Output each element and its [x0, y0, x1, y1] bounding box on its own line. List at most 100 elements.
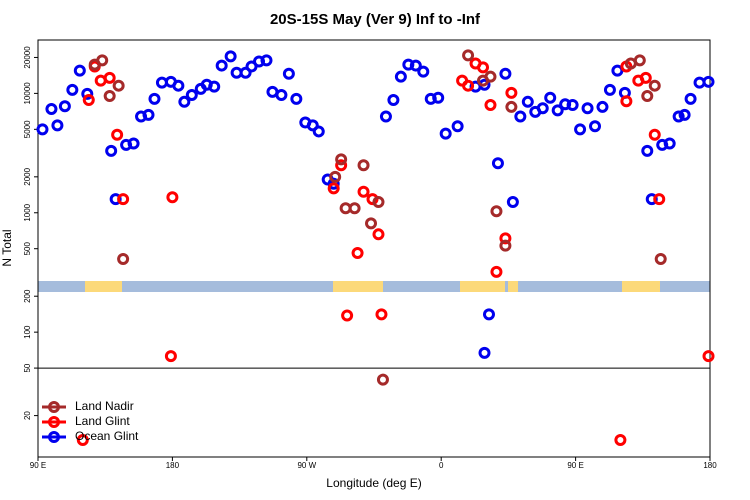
point [117, 252, 130, 265]
point [372, 196, 385, 209]
point [490, 265, 503, 278]
point [462, 79, 475, 92]
point [645, 193, 658, 206]
land-strip [460, 281, 505, 292]
point [365, 217, 378, 230]
point [654, 252, 667, 265]
point [574, 123, 587, 136]
point [357, 185, 370, 198]
point [172, 79, 185, 92]
point [45, 102, 58, 115]
point [641, 144, 654, 157]
point [96, 54, 109, 67]
point [76, 433, 89, 446]
land-strip [333, 281, 383, 292]
point [178, 95, 191, 108]
y-tick-label: 2000 [23, 167, 32, 185]
series [88, 49, 667, 386]
point [702, 75, 715, 88]
y-tick-label: 10000 [23, 82, 32, 105]
series [36, 50, 715, 359]
point [633, 54, 646, 67]
x-tick-label: 90 W [297, 461, 316, 470]
chart-title: 20S-15S May (Ver 9) Inf to -Inf [270, 11, 481, 28]
point [164, 350, 177, 363]
y-tick-label: 20 [23, 411, 32, 420]
point [482, 308, 495, 321]
point [499, 232, 512, 245]
legend-label: Ocean Glint [75, 429, 139, 443]
point [58, 100, 71, 113]
x-tick-label: 180 [703, 461, 717, 470]
point [327, 182, 340, 195]
point [417, 65, 430, 78]
y-tick-label: 20000 [23, 46, 32, 69]
point [335, 159, 348, 172]
x-tick-label: 90 E [30, 461, 46, 470]
point [117, 193, 130, 206]
point [348, 202, 361, 215]
point [66, 83, 79, 96]
point [499, 239, 512, 252]
point [702, 350, 715, 363]
point [81, 87, 94, 100]
surface-strip [38, 281, 710, 292]
point [372, 228, 385, 241]
point [36, 123, 49, 136]
point [603, 83, 616, 96]
y-tick-label: 5000 [23, 120, 32, 138]
point [648, 128, 661, 141]
point [544, 91, 557, 104]
point [327, 177, 340, 190]
point [484, 98, 497, 111]
point [341, 309, 354, 322]
point [653, 193, 666, 206]
point [224, 50, 237, 63]
point [73, 64, 86, 77]
point [439, 127, 452, 140]
point [379, 110, 392, 123]
point [375, 308, 388, 321]
point [239, 66, 252, 79]
plot-frame [37, 39, 711, 458]
y-tick-label: 200 [23, 289, 32, 303]
point [611, 64, 624, 77]
legend-marker [48, 401, 60, 413]
x-axis-label: Longitude (deg E) [326, 476, 421, 490]
point [620, 95, 633, 108]
point [290, 92, 303, 105]
point [536, 102, 549, 115]
point [103, 71, 116, 84]
legend-marker [48, 431, 60, 443]
y-tick-label: 50 [23, 363, 32, 372]
point [551, 104, 564, 117]
land-strip [508, 281, 518, 292]
land-strip [622, 281, 660, 292]
point [505, 86, 518, 99]
point [672, 110, 685, 123]
point [477, 61, 490, 74]
point [312, 125, 325, 138]
legend-marker [48, 416, 60, 428]
point [678, 108, 691, 121]
point [684, 92, 697, 105]
point [491, 157, 504, 170]
point [514, 110, 527, 123]
point [484, 70, 497, 83]
point [306, 119, 319, 132]
y-tick-label: 500 [23, 241, 32, 255]
series [76, 57, 715, 446]
point [82, 94, 95, 107]
point [148, 92, 161, 105]
point [215, 59, 228, 72]
point [208, 80, 221, 93]
y-tick-label: 1000 [23, 203, 32, 221]
y-tick-label: 100 [23, 325, 32, 339]
point [351, 247, 364, 260]
point [335, 153, 348, 166]
point [506, 196, 519, 209]
point [566, 98, 579, 111]
point [490, 205, 503, 218]
point [166, 191, 179, 204]
